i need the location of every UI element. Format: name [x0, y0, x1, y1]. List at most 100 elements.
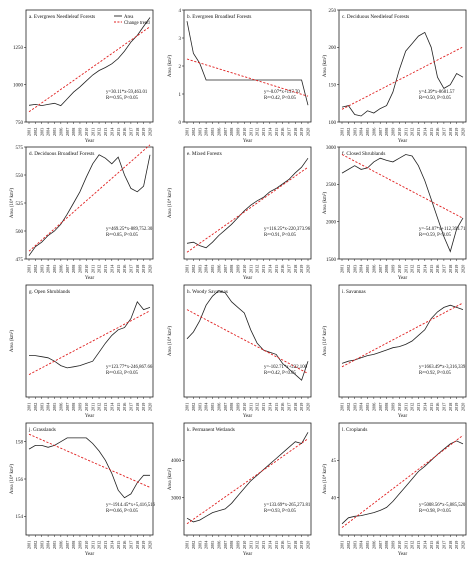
plot-frame — [338, 9, 467, 123]
x-tick-label: 2002 — [191, 541, 196, 549]
x-tick-label: 2017 — [128, 265, 133, 273]
x-tick-label: 2006 — [216, 265, 221, 273]
x-tick-label: 2020 — [148, 403, 153, 411]
x-tick-label: 2004 — [204, 402, 209, 411]
x-tick-label: 2007 — [223, 403, 228, 411]
x-tick-label: 2018 — [293, 403, 298, 411]
x-tick-label: 2015 — [274, 265, 279, 273]
trend-line — [28, 433, 151, 488]
x-tick-label: 2002 — [346, 128, 351, 136]
x-tick-label: 2012 — [97, 403, 102, 411]
x-tick-label: 2006 — [58, 128, 63, 136]
x-tick-label: 2001 — [340, 403, 345, 411]
trend-line — [186, 166, 309, 253]
x-tick-label: 2018 — [135, 403, 140, 411]
x-tick-label: 2012 — [410, 128, 415, 136]
x-tick-label: 2007 — [378, 541, 383, 549]
x-tick-label: 2002 — [346, 265, 351, 273]
x-tick-label: 2008 — [384, 128, 389, 136]
x-tick-label: 2020 — [461, 403, 466, 411]
x-tick-label: 2011 — [248, 265, 253, 273]
x-axis-label: Year — [243, 139, 253, 144]
x-axis-label: Year — [243, 414, 253, 419]
y-axis-label: Area (km²) — [322, 55, 328, 78]
x-tick-label: 2006 — [58, 265, 63, 273]
x-tick-label: 2015 — [116, 541, 121, 549]
x-tick-label: 2018 — [448, 265, 453, 273]
x-tick-label: 2013 — [416, 541, 421, 549]
x-tick-label: 2020 — [461, 128, 466, 136]
equation-label: y=-1914.45*x+5,416,516 — [106, 503, 156, 508]
x-tick-label: 2011 — [403, 403, 408, 411]
trend-line — [28, 310, 151, 375]
equation-label: y=-54.07*x+112,393.71 — [419, 227, 466, 232]
equation-label: y=-0.07*x+137.70 — [264, 90, 300, 95]
x-tick-label: 2007 — [223, 541, 228, 549]
x-tick-label: 2007 — [65, 265, 70, 273]
x-tick-label: 2008 — [229, 128, 234, 136]
x-tick-label: 2014 — [422, 540, 427, 549]
x-tick-label: 2004 — [46, 402, 51, 411]
y-tick-label: 0 — [179, 121, 182, 126]
chart-panel-4: d. Deciduous Broadleaf Forests 475 500 525 5… — [9, 144, 154, 281]
y-tick-label: 200 — [329, 46, 337, 51]
x-tick-label: 2001 — [185, 265, 190, 273]
x-tick-label: 2015 — [429, 541, 434, 549]
x-tick-label: 2018 — [293, 541, 298, 549]
x-tick-label: 2008 — [71, 128, 76, 136]
x-tick-label: 2010 — [84, 541, 89, 549]
x-tick-label: 2009 — [391, 265, 396, 273]
x-tick-label: 2001 — [340, 541, 345, 549]
x-tick-label: 2018 — [135, 541, 140, 549]
x-tick-label: 2012 — [97, 541, 102, 549]
chart-panel-5: e. Mixed Forests 2001 2002 2003 2004 2005 2006… — [167, 146, 312, 281]
trend-line — [341, 302, 464, 368]
x-tick-label: 2003 — [197, 128, 202, 136]
x-tick-label: 2013 — [416, 403, 421, 411]
trend-line — [186, 309, 309, 374]
x-tick-label: 2006 — [58, 541, 63, 549]
x-tick-label: 2019 — [454, 128, 459, 136]
x-tick-label: 2020 — [306, 265, 311, 273]
x-tick-label: 2005 — [210, 541, 215, 549]
plot-frame — [183, 422, 312, 536]
x-axis-label: Year — [398, 139, 408, 144]
x-tick-label: 2016 — [280, 541, 285, 549]
x-tick-label: 2017 — [286, 541, 291, 549]
x-tick-label: 2010 — [397, 403, 402, 411]
x-tick-label: 2019 — [299, 265, 304, 273]
x-tick-label: 2014 — [267, 402, 272, 411]
area-line — [186, 432, 309, 523]
x-tick-label: 2007 — [378, 128, 383, 136]
x-tick-label: 2008 — [229, 403, 234, 411]
x-tick-label: 2002 — [33, 128, 38, 136]
x-tick-label: 2018 — [135, 128, 140, 136]
y-tick-label: 158 — [16, 440, 24, 445]
x-tick-label: 2011 — [90, 403, 95, 411]
x-tick-label: 2007 — [378, 265, 383, 273]
x-tick-label: 2019 — [454, 265, 459, 273]
x-tick-label: 2016 — [122, 265, 127, 273]
y-tick-label: 475 — [16, 258, 24, 263]
area-line — [29, 301, 151, 369]
x-tick-label: 2002 — [346, 541, 351, 549]
x-tick-label: 2014 — [267, 540, 272, 549]
x-tick-label: 2015 — [429, 265, 434, 273]
x-tick-label: 2004 — [204, 127, 209, 136]
chart-title: a. Evergreen Needleleaf Forests — [29, 13, 95, 20]
x-tick-label: 2001 — [27, 128, 32, 136]
x-tick-label: 2009 — [78, 403, 83, 411]
x-tick-label: 2014 — [422, 264, 427, 273]
plot-frame — [338, 146, 467, 260]
y-axis-label: Area (km²) — [322, 192, 328, 215]
x-tick-label: 2001 — [27, 541, 32, 549]
y-axis-label: Area (10⁴ km²) — [167, 188, 173, 219]
x-tick-label: 2012 — [410, 403, 415, 411]
x-tick-label: 2009 — [78, 128, 83, 136]
x-tick-label: 2017 — [286, 128, 291, 136]
x-tick-label: 2012 — [255, 403, 260, 411]
y-axis-label: Area (10⁴ km²) — [9, 188, 15, 219]
trend-line — [28, 26, 151, 113]
